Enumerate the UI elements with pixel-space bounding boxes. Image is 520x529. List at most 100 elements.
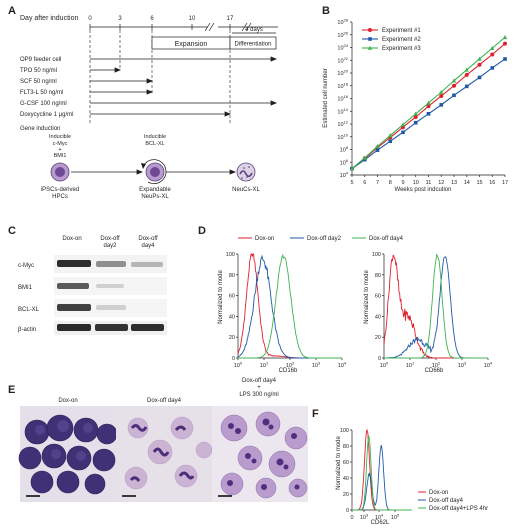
growth-legend-marker-2 [368,37,372,41]
growth-point-2 [362,157,367,162]
micro-label-lps-3: LPS 300 ng/ml [239,392,278,398]
growth-point-3 [349,166,355,171]
growth-x-tick-label: 13 [451,180,457,186]
wb-col-dox-off-day2-b: day2 [103,243,117,249]
growth-legend-label-3: Experiment #3 [382,46,421,52]
growth-point-1 [426,104,431,109]
flow-f-x-tick-label: 103 [360,513,369,522]
wb-row-bclxl: BCL-XL [18,307,40,313]
growth-y-tick-label: 1022 [337,56,348,65]
growth-chart: 1041061081010101210141016101810201022102… [337,18,508,187]
inducible-2-line2: BCL-XL [145,141,164,147]
flow-f-x-tick-label: 104 [375,513,384,522]
flow-d1-day4-curve [238,253,342,359]
growth-x-tick-label: 12 [438,180,444,186]
flow-legend-f-dox-on: Dox-on [429,490,448,496]
inducible-2-line1: Inducible [144,134,166,140]
growth-y-tick-label: 1016 [337,94,348,103]
flow-legend-d: Dox-on Dox-off day2 Dox-off day4 [238,236,404,242]
growth-point-3 [388,133,393,138]
wb-band-cmyc-1 [57,260,91,267]
growth-point-3 [426,100,431,105]
flow-f-day4-curve [351,445,412,511]
growth-x-tick-label: 14 [464,180,470,186]
factor-op9: OP9 feeder cell [20,57,61,63]
micro-label-lps-2: + [257,385,261,391]
wb-band-bmi1-1 [57,283,89,289]
flow-f-x-tick-label: 105 [391,513,400,522]
flow-d2-x-tick-label: 103 [458,361,467,370]
flow-d1-y-tick-label: 20 [229,335,235,341]
panel-d-label: D [198,225,206,237]
growth-y-tick-label: 106 [340,158,349,167]
flow-d1-y-tick-label: 80 [229,273,235,279]
wb-band-cmyc-2 [96,261,126,267]
growth-x-tick-label: 7 [376,180,379,186]
flow-f-x-tick-label: 0 [350,515,353,521]
growth-y-tick-label: 1012 [337,120,348,129]
flow-f-dox-on-curve [352,428,412,511]
factor-doxycycline: Doxycycline 1 µg/ml [20,112,73,118]
growth-point-2 [401,130,405,135]
neups-label-1: Expandable [139,187,171,193]
growth-point-1 [503,41,507,46]
flow-d2-y-tick-label: 60 [375,294,381,300]
growth-point-1 [413,114,418,119]
micro-label-dox-on: Dox-on [58,398,77,404]
growth-point-1 [439,93,444,98]
inducible-1-line1: Inducible [49,134,71,140]
inducible-1-line2: c-Myc [53,141,68,147]
panel-b-label: B [322,5,330,17]
panel-c-label: C [8,225,16,237]
day-17-label: 17 [227,16,234,22]
wb-col-dox-off-day4-b: day4 [141,243,155,249]
flow-d2-x-tick-label: 100 [380,361,389,370]
day-0-label: 0 [88,16,92,22]
flow-f-y-tick-label: 100 [340,428,349,434]
growth-x-tick-label: 15 [476,180,482,186]
flow-legend-d-dox-on: Dox-on [255,236,274,242]
flow-d2-day4-curve [384,253,488,359]
wb-band-cmyc-3 [131,262,163,267]
flow-plot-cd62l: 0 20 40 60 80 100 0 103 104 105 [340,428,412,521]
flow-f-y-tick-label: 20 [343,492,349,498]
hpc-label-2: HPCs [52,194,68,200]
micrograph-dox-on [18,406,118,502]
wb-row-actin: β-actin [18,327,36,333]
flow-f-y-tick-label: 0 [346,508,349,514]
day-10-label: 10 [189,16,196,22]
factor-scf: SCF 50 ng/ml [20,79,57,85]
growth-y-tick-label: 104 [340,171,349,180]
growth-point-2 [464,84,469,89]
flow-d2-dox-on-curve [383,254,488,359]
growth-y-tick-label: 1014 [337,107,348,116]
growth-point-2 [490,66,495,70]
wb-band-bclxl-1 [57,304,91,311]
inducible-1-line3: + [58,147,61,153]
growth-chart-ylabel: Estimated cell number [323,68,329,127]
growth-legend-label-2: Experiment #2 [382,37,421,43]
growth-point-2 [413,120,418,125]
growth-legend-label-1: Experiment #1 [382,28,421,34]
flow-legend-d-day2: Dox-off day2 [307,236,342,242]
flow-d1-x-tick-label: 100 [234,361,243,370]
flow-d1-day2-curve [237,254,342,359]
growth-y-tick-label: 1020 [337,69,348,78]
growth-point-3 [477,56,482,61]
wb-band-actin-2 [95,324,128,331]
wb-band-bclxl-2 [96,305,126,310]
growth-x-tick-label: 11 [426,180,432,186]
growth-x-tick-label: 5 [350,180,353,186]
wb-col-dox-on: Dox-on [62,236,81,242]
wb-col-dox-off-day2-a: Dox-off [100,236,120,242]
flow-f-y-tick-label: 80 [343,444,349,450]
gene-induction-label: Gene induction [20,126,60,132]
growth-point-3 [375,144,380,149]
flow-f-lps-curve [351,435,412,511]
flow-d2-x-tick-label: 101 [406,361,415,370]
flow-d2-ylabel: Normalized to mode [364,269,370,323]
flow-d1-x-tick-label: 101 [260,361,269,370]
flow-d1-y-tick-label: 60 [229,294,235,300]
growth-legend-marker-3 [367,45,373,50]
